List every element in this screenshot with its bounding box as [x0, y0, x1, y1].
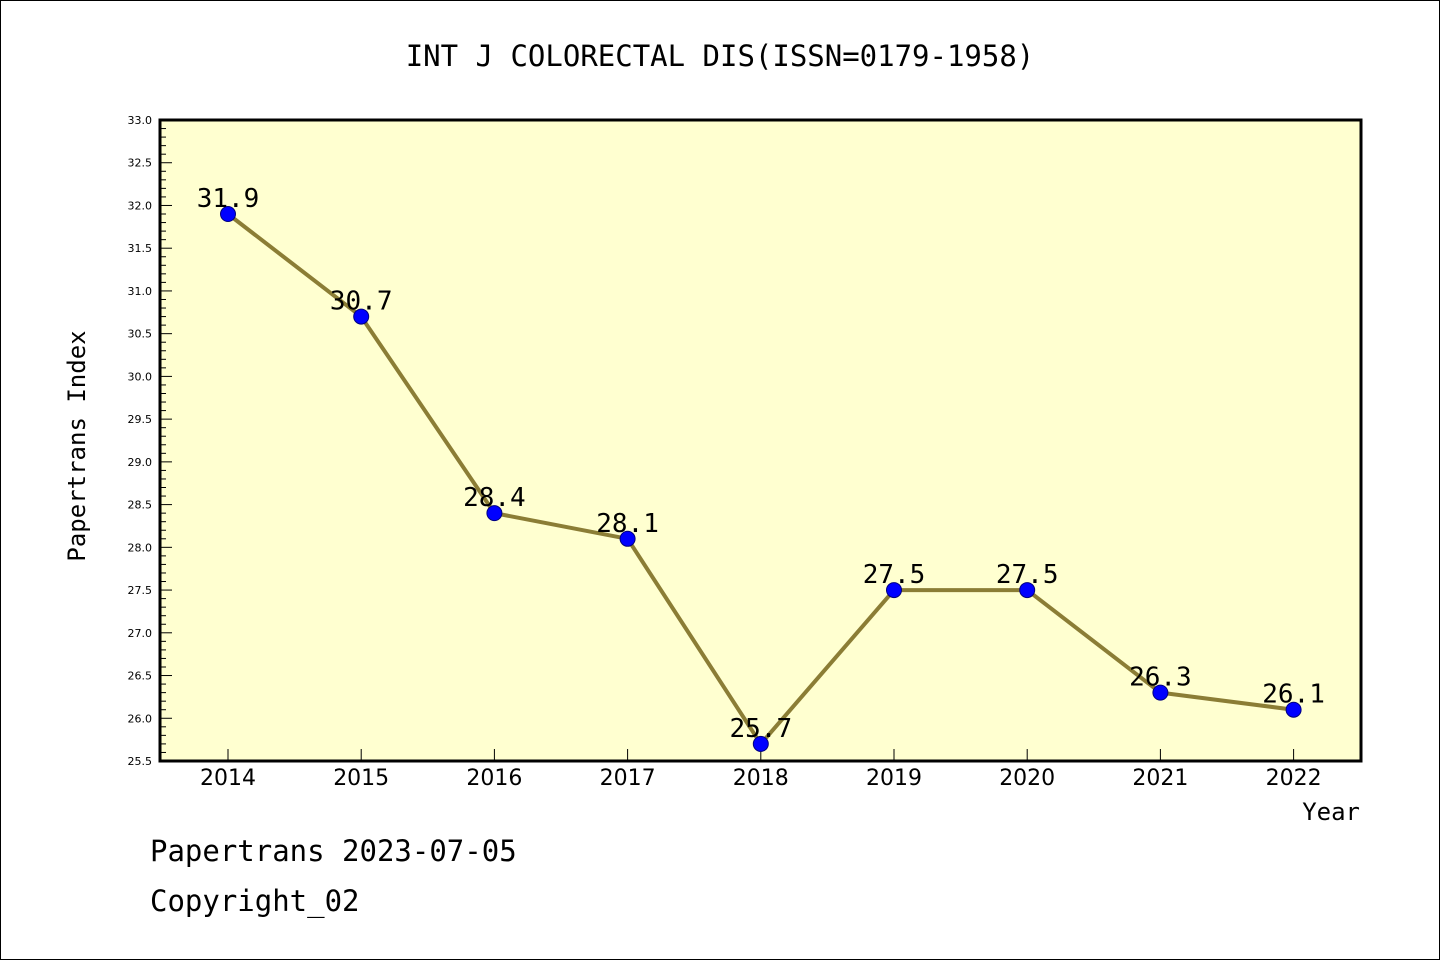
x-tick-label: 2021 — [1132, 766, 1188, 791]
x-tick-label: 2019 — [866, 766, 922, 791]
data-point — [353, 308, 370, 325]
y-tick-label: 28.0 — [128, 541, 153, 554]
x-tick-label: 2014 — [200, 766, 256, 791]
y-tick-label: 30.0 — [128, 370, 153, 383]
y-axis-title: Papertrans Index — [63, 330, 91, 561]
y-axis-ticks: 25.5 26.0 26.5 27.0 27.5 28.0 28.5 29.0 29.5 30.0… — [128, 114, 172, 768]
y-tick-label: 28.5 — [128, 499, 153, 512]
chart-title: INT J COLORECTAL DIS(ISSN=0179-1958) — [406, 39, 1035, 73]
data-label: 26.1 — [1262, 680, 1325, 710]
footer-date-text: Papertrans 2023-07-05 — [150, 834, 517, 868]
x-tick-label: 2022 — [1266, 766, 1322, 791]
y-tick-label: 26.0 — [128, 712, 153, 725]
x-axis-title: Year — [1302, 798, 1360, 826]
data-label: 30.7 — [330, 287, 393, 317]
y-tick-label: 31.5 — [128, 242, 153, 255]
data-point — [1152, 684, 1169, 701]
data-label: 31.9 — [197, 184, 260, 214]
plot-area — [158, 118, 1363, 763]
x-tick-label: 2020 — [999, 766, 1055, 791]
data-labels: 31.9 30.7 28.4 28.1 25.7 27.5 27.5 26.3 26.1 — [197, 184, 1325, 744]
data-point — [886, 582, 902, 599]
data-point — [1285, 701, 1302, 718]
x-tick-label: 2015 — [333, 766, 389, 791]
y-tick-label: 27.5 — [128, 584, 153, 597]
x-tick-label: 2016 — [466, 766, 522, 791]
y-tick-label: 32.5 — [128, 157, 153, 170]
y-tick-label: 25.5 — [128, 755, 153, 768]
y-tick-label: 31.0 — [128, 285, 153, 298]
data-label: 28.1 — [596, 509, 659, 539]
data-label: 26.3 — [1129, 663, 1192, 693]
data-label: 25.7 — [729, 714, 792, 744]
data-point — [752, 735, 769, 752]
y-tick-label: 32.0 — [128, 199, 153, 212]
y-tick-label: 30.5 — [128, 328, 153, 341]
data-label: 27.5 — [996, 560, 1059, 590]
x-tick-label: 2017 — [600, 766, 656, 791]
data-point — [220, 206, 236, 223]
data-point — [619, 530, 636, 547]
data-label: 27.5 — [863, 560, 926, 590]
x-axis-ticks: 2014 2015 2016 2017 2018 2019 2020 2021 2022 — [200, 749, 1322, 791]
y-tick-label: 27.0 — [128, 627, 153, 640]
data-point — [1019, 582, 1036, 599]
y-tick-label: 26.5 — [128, 670, 153, 683]
y-tick-label: 33.0 — [128, 114, 153, 127]
y-tick-label: 29.0 — [128, 456, 153, 469]
x-tick-label: 2018 — [733, 766, 789, 791]
footer-copyright-text: Copyright_02 — [150, 884, 360, 918]
series-layer — [220, 206, 1302, 752]
y-tick-label: 29.5 — [128, 413, 153, 426]
data-label: 28.4 — [463, 483, 526, 513]
data-point — [486, 505, 503, 522]
